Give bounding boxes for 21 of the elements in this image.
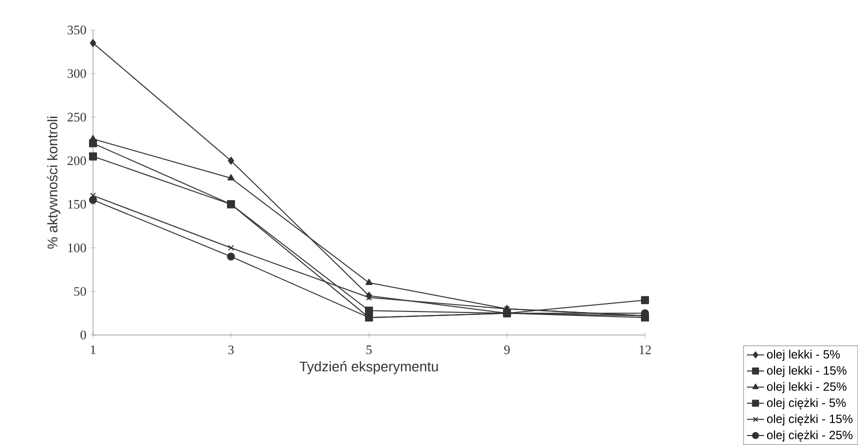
y-tick-label: 300 <box>68 69 86 78</box>
x-tick-label: 3 <box>228 345 234 354</box>
x-tick-label: 12 <box>640 345 651 354</box>
y-tick-label: 100 <box>68 243 86 252</box>
legend-label: olej ciężki - 25% <box>767 430 852 442</box>
x-axis-title: Tydzień eksperymentu <box>300 361 438 374</box>
legend-label: olej ciężki - 15% <box>767 414 852 426</box>
legend-label: olej lekki - 25% <box>767 382 846 394</box>
y-tick-label: 0 <box>80 330 86 340</box>
x-tick-label: 5 <box>366 345 372 354</box>
y-tick-label: 50 <box>74 287 86 296</box>
y-axis-title: % aktywności kontroli <box>47 116 60 249</box>
legend-label: olej lekki - 15% <box>767 366 846 378</box>
x-tick-label: 9 <box>504 345 510 354</box>
y-tick-label: 250 <box>68 112 86 122</box>
legend-label: olej ciężki - 5% <box>767 398 846 410</box>
y-tick-label: 200 <box>68 156 86 166</box>
y-tick-label: 350 <box>68 26 86 34</box>
legend-label: olej lekki - 5% <box>767 350 840 361</box>
x-tick-label: 1 <box>90 345 96 354</box>
y-tick-label: 150 <box>68 200 86 209</box>
